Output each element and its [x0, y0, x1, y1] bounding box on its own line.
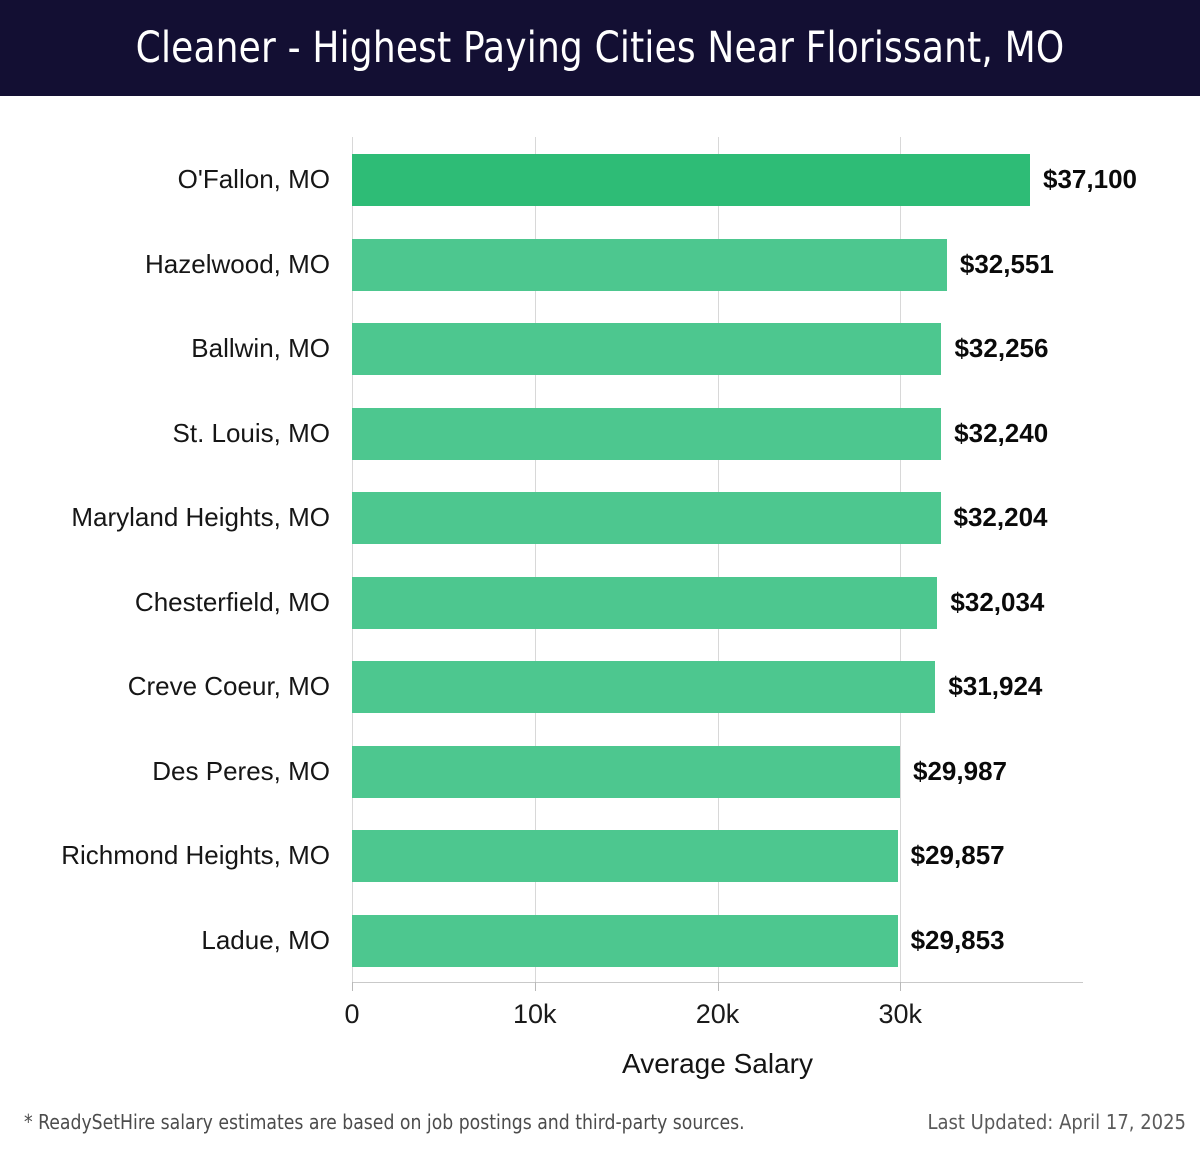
chart-container: 0 10k 20k 30k O'Fallon, MO $37,100 Hazelwood,…	[0, 96, 1200, 1096]
bar-value-label: $37,100	[1043, 164, 1137, 194]
page-title: Cleaner - Highest Paying Cities Near Flo…	[135, 23, 1065, 73]
gridline	[352, 137, 353, 982]
category-label: O'Fallon, MO	[177, 164, 330, 194]
bar-row[interactable]: Ladue, MO $29,853	[0, 898, 1200, 983]
category-label: Maryland Heights, MO	[71, 502, 330, 532]
bar-value-label: $32,204	[953, 502, 1048, 532]
bar-value-label: $32,256	[954, 333, 1049, 363]
bar-value-label: $29,853	[910, 924, 1005, 955]
x-tick-mark	[900, 982, 902, 991]
bar[interactable]	[352, 661, 936, 713]
x-axis-title: Average Salary	[622, 1048, 813, 1079]
bar-value-label: $32,551	[959, 248, 1054, 279]
gridline	[717, 137, 719, 982]
bar[interactable]	[352, 914, 898, 967]
x-tick-label: 20k	[695, 999, 740, 1029]
x-tick-mark	[534, 982, 536, 991]
category-label: Creve Coeur, MO	[127, 671, 330, 701]
bar-row[interactable]: Des Peres, MO $29,987	[0, 729, 1200, 814]
bar-value-label: $32,240	[954, 417, 1049, 448]
bar[interactable]	[352, 323, 942, 375]
category-label: Richmond Heights, MO	[61, 840, 330, 870]
bar-row[interactable]: O'Fallon, MO $37,100	[0, 137, 1200, 222]
footer-last-updated: Last Updated: April 17, 2025	[927, 1110, 1187, 1134]
x-tick-mark	[717, 982, 719, 991]
bar[interactable]	[352, 238, 947, 291]
gridline	[900, 137, 902, 982]
bar[interactable]	[352, 154, 1030, 206]
bar-value-label: $32,034	[950, 586, 1045, 617]
bar[interactable]	[352, 407, 942, 460]
x-tick-label: 30k	[878, 999, 923, 1029]
category-label: Des Peres, MO	[152, 755, 330, 786]
bar-row[interactable]: St. Louis, MO $32,240	[0, 391, 1200, 476]
x-tick-label: 0	[344, 999, 360, 1029]
category-label: St. Louis, MO	[172, 417, 331, 448]
category-label: Ballwin, MO	[191, 333, 330, 363]
bar-row[interactable]: Maryland Heights, MO $32,204	[0, 475, 1200, 560]
plot-area	[352, 137, 1083, 982]
title-header-bar: Cleaner - Highest Paying Cities Near Flo…	[0, 0, 1200, 96]
x-tick-mark	[352, 982, 353, 991]
bar-value-label: $29,857	[910, 840, 1005, 870]
bar-row[interactable]: Creve Coeur, MO $31,924	[0, 644, 1200, 729]
bar-row[interactable]: Ballwin, MO $32,256	[0, 306, 1200, 391]
footer: * ReadySetHire salary estimates are base…	[0, 1110, 1200, 1158]
bar-value-label: $29,987	[913, 755, 1007, 786]
footer-disclaimer: * ReadySetHire salary estimates are base…	[24, 1110, 745, 1134]
x-tick-label: 10k	[512, 999, 557, 1029]
bar-row[interactable]: Hazelwood, MO $32,551	[0, 222, 1200, 307]
bar[interactable]	[352, 492, 941, 544]
bar[interactable]	[352, 830, 898, 882]
bar-value-label: $31,924	[948, 671, 1043, 701]
gridline	[534, 137, 536, 982]
bar-row[interactable]: Richmond Heights, MO $29,857	[0, 813, 1200, 898]
category-label: Hazelwood, MO	[145, 248, 330, 279]
category-label: Chesterfield, MO	[134, 586, 330, 617]
bar[interactable]	[352, 576, 938, 629]
bar[interactable]	[352, 745, 900, 798]
bar-row[interactable]: Chesterfield, MO $32,034	[0, 560, 1200, 645]
category-label: Ladue, MO	[201, 924, 330, 955]
